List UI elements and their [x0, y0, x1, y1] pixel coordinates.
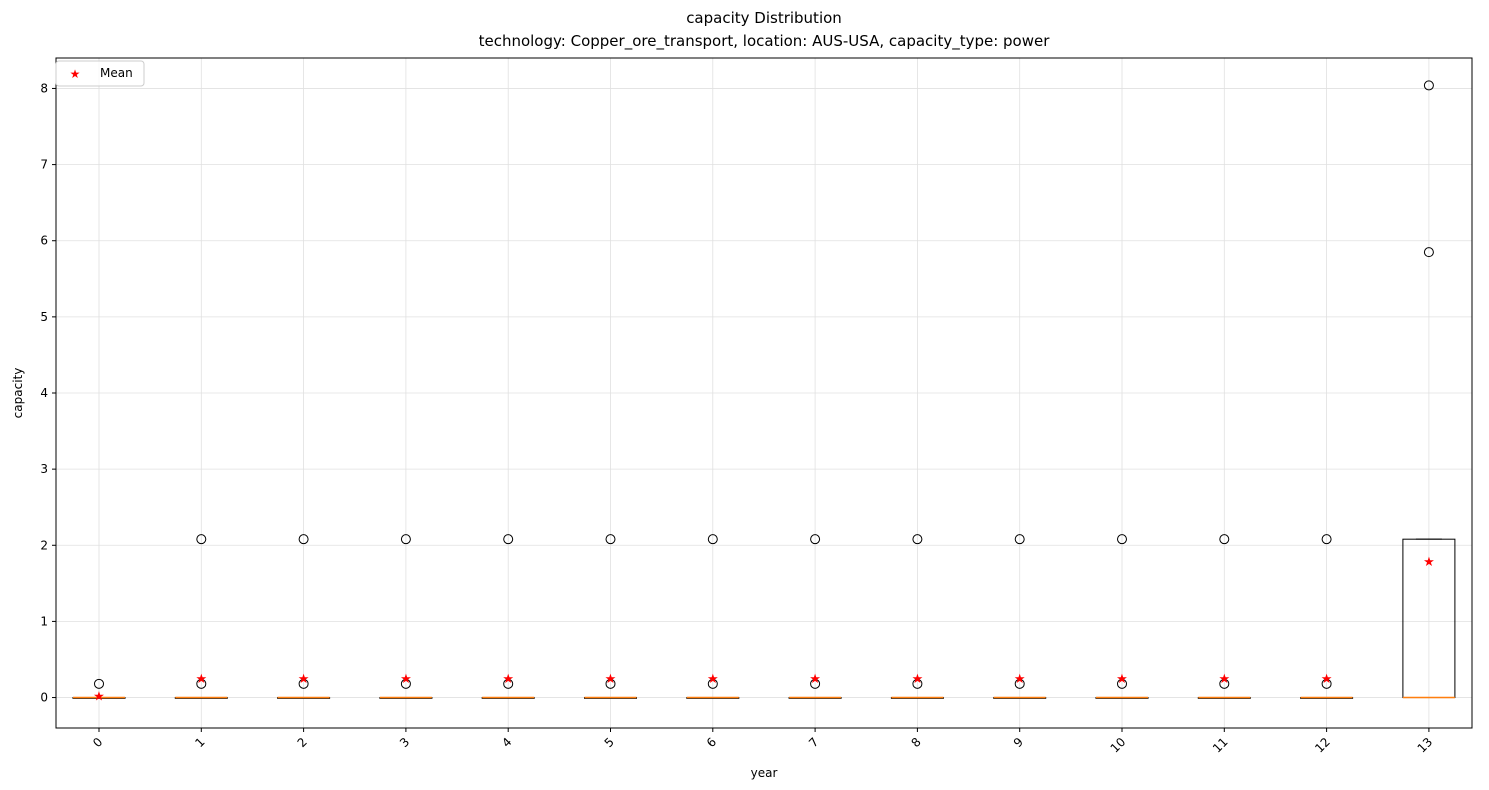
legend-mean-star-icon: ★: [70, 67, 81, 81]
outlier-point: [503, 678, 514, 689]
outlier-point: [196, 534, 207, 545]
mean-star: ★: [605, 672, 617, 687]
outlier-point: [94, 678, 104, 689]
outlier-point: [810, 534, 821, 545]
chart-subtitle: technology: Copper_ore_transport, locati…: [479, 32, 1051, 51]
outlier-point: [1321, 534, 1332, 545]
means-layer: ★ ★ ★ ★ ★ ★ ★ ★ ★ ★ ★ ★ ★ ★: [93, 555, 1435, 705]
outlier-point: [1321, 678, 1332, 689]
boxes-layer: [72, 538, 1456, 699]
outlier-point: [400, 678, 411, 689]
y-tick-label: 4: [40, 386, 48, 400]
legend-entry-mean: Mean: [100, 66, 133, 80]
y-tick-label: 7: [40, 158, 48, 172]
outlier-point: [707, 534, 718, 545]
outlier-point: [707, 678, 718, 689]
mean-star: ★: [1218, 672, 1230, 687]
mean-star: ★: [707, 672, 719, 687]
y-tick-label: 8: [40, 81, 48, 95]
y-tick-label: 5: [40, 310, 48, 324]
mean-star: ★: [1423, 555, 1435, 570]
outliers-layer: [94, 80, 1434, 689]
y-axis-label: capacity: [11, 368, 25, 419]
outlier-point: [1014, 534, 1025, 545]
outlier-point: [503, 534, 514, 545]
y-tick-label: 0: [40, 691, 48, 705]
outlier-point: [298, 534, 309, 545]
outlier-point: [912, 534, 923, 545]
x-axis-label: year: [751, 766, 778, 780]
outlier-point: [1423, 80, 1434, 91]
mean-star: ★: [912, 672, 924, 687]
chart-title: capacity Distribution: [686, 9, 842, 27]
outlier-point: [1219, 678, 1230, 689]
outlier-point: [1117, 678, 1127, 689]
outlier-point: [912, 678, 923, 689]
y-tick-label: 1: [40, 614, 48, 628]
mean-star: ★: [502, 672, 514, 687]
mean-star: ★: [1321, 672, 1333, 687]
outlier-point: [605, 534, 616, 545]
y-axis-ticks: 0 1 2 3 4 5 6 7 8: [40, 81, 56, 705]
mean-star: ★: [1014, 672, 1026, 687]
legend: ★ Mean: [55, 60, 145, 87]
y-tick-label: 2: [40, 538, 48, 552]
y-tick-label: 6: [40, 234, 48, 248]
outlier-point: [196, 678, 207, 689]
outlier-point: [400, 534, 411, 545]
outlier-point: [1219, 534, 1230, 545]
mean-star: ★: [1116, 672, 1128, 687]
grid-layer: [56, 58, 1472, 728]
outlier-point: [810, 678, 821, 689]
outlier-point: [298, 678, 309, 689]
mean-star: ★: [809, 672, 821, 687]
y-tick-label: 3: [40, 462, 48, 476]
outlier-point: [1014, 678, 1025, 689]
mean-star: ★: [195, 672, 207, 687]
mean-star: ★: [93, 690, 105, 705]
mean-star: ★: [400, 672, 412, 687]
outlier-point: [605, 678, 616, 689]
legend-frame: [55, 60, 145, 87]
outlier-point: [1117, 534, 1127, 545]
outlier-point: [1423, 247, 1434, 258]
mean-star: ★: [298, 672, 310, 687]
